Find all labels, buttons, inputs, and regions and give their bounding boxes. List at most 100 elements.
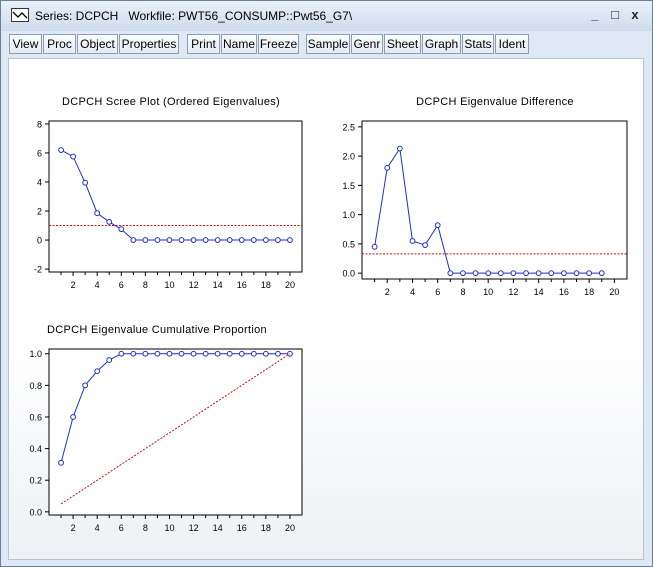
plot-frame: [361, 120, 628, 280]
x-tick-label: 16: [559, 287, 569, 297]
data-point: [447, 270, 454, 277]
data-point: [287, 237, 293, 243]
x-tick-label: 10: [164, 280, 174, 290]
data-point: [202, 350, 209, 357]
data-point: [130, 350, 137, 357]
y-tick-label: 2: [37, 207, 42, 217]
x-tick-label: 6: [435, 287, 440, 297]
chart-title: DCPCH Eigenvalue Cumulative Proportion: [47, 324, 267, 336]
data-point: [226, 237, 233, 243]
data-point: [82, 179, 89, 186]
x-tick-label: 16: [237, 523, 247, 533]
sheet-button[interactable]: Sheet: [384, 34, 421, 54]
x-tick-label: 2: [71, 523, 76, 533]
data-point: [250, 237, 257, 243]
data-point: [178, 350, 185, 357]
name-button[interactable]: Name: [221, 34, 257, 54]
data-point: [58, 147, 64, 153]
data-point: [535, 270, 542, 277]
x-tick-label: 12: [508, 287, 518, 297]
data-point: [384, 164, 391, 171]
close-button[interactable]: x: [631, 7, 639, 22]
object-button[interactable]: Object: [77, 34, 118, 54]
data-point: [434, 222, 441, 229]
data-point: [166, 350, 173, 357]
x-tick-label: 8: [143, 280, 148, 290]
data-point: [485, 270, 492, 277]
freeze-button[interactable]: Freeze: [258, 34, 299, 54]
data-point: [497, 270, 504, 277]
data-point: [214, 237, 221, 243]
data-point: [275, 350, 281, 357]
y-tick-label: 0.8: [29, 381, 42, 391]
title-bar[interactable]: Series: DCPCH Workfile: PWT56_CONSUMP::P…: [1, 1, 652, 31]
y-tick-label: 4: [37, 177, 42, 187]
data-point: [586, 270, 593, 277]
x-tick-label: 8: [143, 523, 148, 533]
x-tick-label: 10: [483, 287, 493, 297]
data-point: [190, 237, 197, 243]
x-tick-label: 2: [71, 280, 76, 290]
proc-button[interactable]: Proc: [43, 34, 76, 54]
x-tick-label: 18: [261, 280, 271, 290]
data-point: [154, 350, 161, 357]
y-tick-label: 0.2: [29, 476, 42, 486]
y-tick-label: 6: [37, 148, 42, 158]
plot-frame: [48, 348, 303, 516]
x-tick-label: 20: [609, 287, 619, 297]
print-button[interactable]: Print: [187, 34, 220, 54]
data-point: [573, 270, 580, 277]
data-point: [130, 237, 137, 243]
series-graph-icon: [11, 8, 29, 22]
minimize-button[interactable]: _: [591, 7, 599, 22]
x-tick-label: 4: [95, 523, 100, 533]
data-point: [70, 414, 76, 420]
genr-button[interactable]: Genr: [351, 34, 383, 54]
data-point: [154, 237, 161, 243]
view-button[interactable]: View: [9, 34, 42, 54]
data-point: [275, 237, 281, 243]
x-tick-label: 4: [95, 280, 100, 290]
data-point: [142, 237, 149, 243]
data-point: [262, 237, 269, 243]
data-point: [94, 210, 101, 217]
chart-3: DCPCH Eigenvalue Cumulative Proportion 0.…: [29, 324, 303, 533]
data-point: [70, 153, 76, 160]
data-point: [202, 237, 209, 243]
graph-view: DCPCH Scree Plot (Ordered Eigenvalues) -2…: [8, 58, 644, 560]
data-point: [190, 350, 197, 357]
maximize-button[interactable]: □: [611, 7, 619, 22]
data-point: [396, 145, 403, 152]
x-tick-label: 18: [584, 287, 594, 297]
chart-2: DCPCH Eigenvalue Difference 0.0 0.5 1.0 1.5 2…: [342, 96, 628, 297]
data-point: [523, 270, 529, 277]
data-point: [58, 459, 64, 466]
chart-1: DCPCH Scree Plot (Ordered Eigenvalues) -2…: [34, 96, 303, 290]
data-point: [82, 382, 89, 389]
x-tick-label: 12: [189, 280, 199, 290]
graph-button[interactable]: Graph: [422, 34, 461, 54]
x-tick-label: 18: [261, 523, 271, 533]
data-point: [118, 350, 125, 357]
data-point: [262, 350, 269, 357]
properties-button[interactable]: Properties: [119, 34, 179, 54]
stats-button[interactable]: Stats: [462, 34, 494, 54]
x-tick-label: 20: [285, 280, 295, 290]
data-point: [422, 242, 428, 248]
ident-button[interactable]: Ident: [495, 34, 529, 54]
data-point: [472, 270, 479, 277]
sample-button[interactable]: Sample: [306, 34, 350, 54]
x-tick-label: 6: [119, 280, 124, 290]
data-point: [166, 237, 173, 243]
y-tick-label: 1.0: [29, 349, 42, 359]
chart-title: DCPCH Eigenvalue Difference: [416, 96, 574, 108]
chart-title: DCPCH Scree Plot (Ordered Eigenvalues): [62, 96, 280, 108]
x-tick-label: 20: [285, 523, 295, 533]
y-tick-label: 1.0: [342, 210, 355, 220]
data-point: [238, 237, 245, 243]
x-tick-label: 14: [534, 287, 544, 297]
y-tick-label: 0.4: [29, 444, 42, 454]
y-tick-label: 0: [37, 236, 42, 246]
graph-area: DCPCH Scree Plot (Ordered Eigenvalues) -2…: [29, 96, 628, 533]
data-point: [250, 350, 257, 357]
